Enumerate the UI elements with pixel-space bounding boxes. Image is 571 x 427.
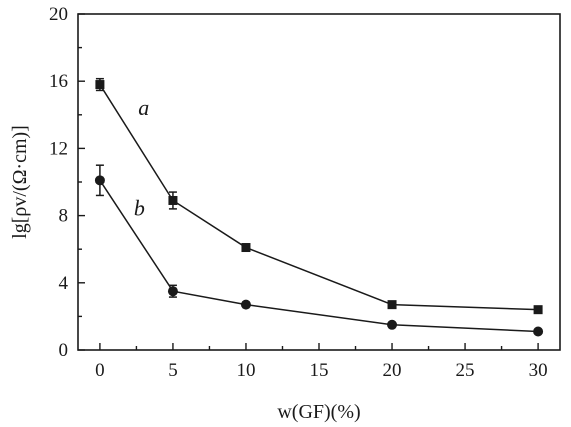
y-tick-label: 12 xyxy=(49,138,68,159)
series-label-a: a xyxy=(138,95,149,120)
data-point-circle xyxy=(387,319,398,330)
x-tick-label: 20 xyxy=(383,360,402,381)
x-tick-label: 25 xyxy=(456,360,475,381)
y-axis-title: lg[ρv/(Ω·cm)] xyxy=(9,125,31,239)
plot-border xyxy=(77,13,561,351)
x-tick-label: 15 xyxy=(310,360,329,381)
labels-layer: 0 5 10 15 20 25 30 0 4 8 12 16 20 w(GF)(%) lg[ρv/(Ω·cm… xyxy=(9,4,548,423)
data-point-circle xyxy=(167,286,178,297)
x-tick-label: 10 xyxy=(236,360,255,381)
plot-frame xyxy=(77,13,561,351)
series-label-b: b xyxy=(134,196,145,221)
ticks-layer xyxy=(78,13,539,351)
data-point-square xyxy=(168,195,178,205)
y-tick-label: 16 xyxy=(49,71,68,92)
series-line-b xyxy=(99,179,539,333)
x-axis-title: w(GF)(%) xyxy=(277,401,360,423)
data-point-square xyxy=(241,243,251,253)
y-tick-label: 20 xyxy=(49,4,68,25)
y-tick-label: 0 xyxy=(59,340,69,361)
x-tick-label: 30 xyxy=(529,360,548,381)
x-tick-label: 5 xyxy=(168,360,178,381)
y-tick-label: 8 xyxy=(59,206,69,227)
series-a xyxy=(95,77,543,315)
data-point-square xyxy=(533,305,543,315)
series-b xyxy=(94,164,544,337)
data-point-circle xyxy=(94,175,105,186)
data-point-circle xyxy=(240,299,251,310)
series-line-a xyxy=(99,84,539,311)
y-tick-label: 4 xyxy=(59,273,69,294)
series-layer xyxy=(94,77,544,337)
data-point-circle xyxy=(533,326,544,337)
x-tick-label: 0 xyxy=(95,360,105,381)
data-point-square xyxy=(95,80,105,90)
data-point-square xyxy=(387,300,397,310)
